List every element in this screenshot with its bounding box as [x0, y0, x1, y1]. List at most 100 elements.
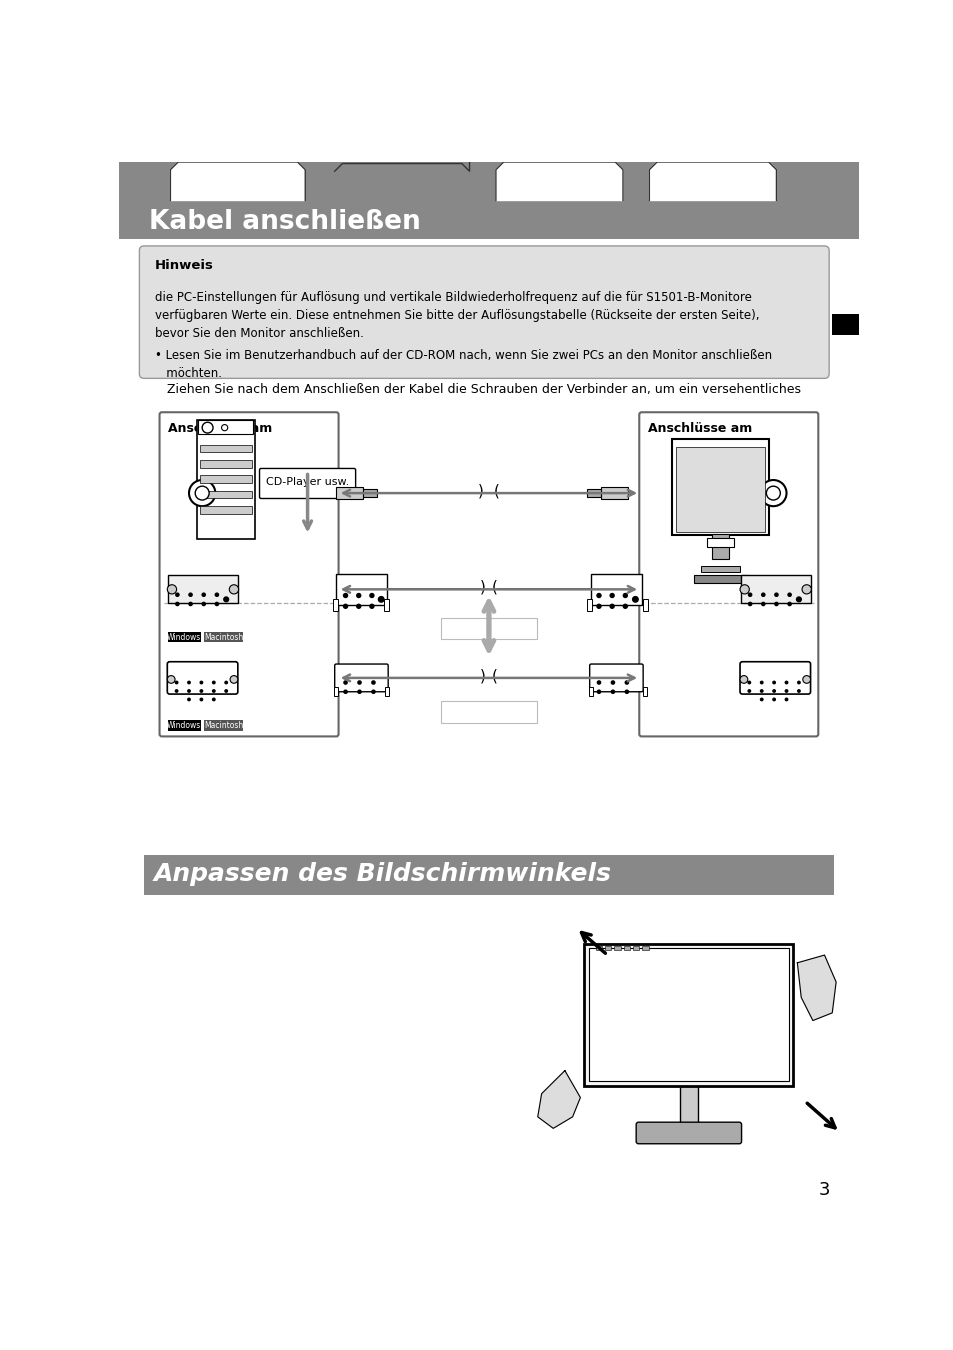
- Bar: [599, 487, 627, 500]
- Circle shape: [201, 593, 206, 597]
- Polygon shape: [496, 162, 622, 201]
- Circle shape: [199, 698, 203, 702]
- FancyBboxPatch shape: [639, 412, 818, 736]
- Circle shape: [174, 688, 178, 693]
- Circle shape: [369, 603, 375, 609]
- Circle shape: [795, 597, 801, 602]
- Circle shape: [167, 585, 176, 594]
- Bar: [586, 489, 599, 497]
- Circle shape: [765, 486, 780, 500]
- FancyBboxPatch shape: [167, 662, 237, 694]
- Circle shape: [195, 486, 209, 500]
- Bar: [168, 575, 237, 603]
- Text: Windows: Windows: [167, 721, 201, 730]
- Polygon shape: [537, 1071, 579, 1129]
- FancyBboxPatch shape: [335, 664, 388, 691]
- Circle shape: [622, 593, 627, 598]
- Circle shape: [783, 698, 787, 702]
- Circle shape: [356, 690, 361, 694]
- Text: Macintosh: Macintosh: [204, 633, 243, 641]
- Circle shape: [199, 688, 203, 693]
- Text: ): ): [479, 579, 485, 594]
- Circle shape: [174, 680, 178, 684]
- Circle shape: [187, 680, 191, 684]
- FancyBboxPatch shape: [740, 662, 810, 694]
- Circle shape: [786, 593, 791, 597]
- Bar: [333, 598, 337, 612]
- Bar: [596, 946, 601, 949]
- Bar: [440, 618, 537, 640]
- Circle shape: [343, 680, 348, 684]
- Circle shape: [230, 675, 237, 683]
- Circle shape: [783, 680, 787, 684]
- Bar: [642, 687, 646, 697]
- Text: Windows: Windows: [167, 633, 201, 641]
- Circle shape: [223, 597, 229, 602]
- FancyBboxPatch shape: [139, 246, 828, 378]
- Circle shape: [796, 680, 800, 684]
- Circle shape: [622, 603, 627, 609]
- Bar: [168, 721, 201, 732]
- Circle shape: [609, 593, 615, 598]
- Bar: [693, 575, 747, 583]
- FancyBboxPatch shape: [636, 1122, 740, 1143]
- Bar: [700, 566, 740, 572]
- Circle shape: [201, 602, 206, 606]
- Bar: [335, 487, 363, 500]
- Bar: [642, 598, 647, 612]
- Circle shape: [759, 680, 762, 684]
- Circle shape: [214, 593, 219, 597]
- Text: Macintosh: Macintosh: [204, 721, 243, 730]
- Bar: [679, 1085, 698, 1125]
- Circle shape: [596, 603, 601, 609]
- Circle shape: [371, 680, 375, 684]
- Bar: [583, 944, 793, 1085]
- Text: ): ): [477, 483, 483, 498]
- Bar: [633, 946, 639, 949]
- Bar: [587, 598, 592, 612]
- Circle shape: [212, 698, 215, 702]
- Text: ): ): [479, 668, 485, 683]
- Bar: [675, 447, 764, 532]
- Circle shape: [760, 593, 765, 597]
- Bar: [334, 687, 337, 697]
- Bar: [591, 574, 641, 605]
- Polygon shape: [797, 954, 835, 1021]
- Circle shape: [224, 688, 228, 693]
- Text: die PC-Einstellungen für Auflösung und vertikale Bildwiederholfrequenz auf die f: die PC-Einstellungen für Auflösung und v…: [154, 290, 759, 340]
- Circle shape: [796, 688, 800, 693]
- Circle shape: [596, 680, 600, 684]
- Circle shape: [377, 595, 384, 603]
- Text: Ziehen Sie nach dem Anschließen der Kabel die Schrauben der Verbinder an, um ein: Ziehen Sie nach dem Anschließen der Kabe…: [167, 383, 801, 396]
- Text: 3: 3: [818, 1181, 829, 1199]
- Bar: [385, 687, 389, 697]
- Circle shape: [371, 690, 375, 694]
- Bar: [199, 475, 252, 483]
- Circle shape: [631, 595, 639, 603]
- Bar: [168, 632, 201, 643]
- Circle shape: [773, 602, 778, 606]
- Text: Anschlüsse am: Anschlüsse am: [168, 423, 272, 435]
- Circle shape: [187, 688, 191, 693]
- Bar: [671, 439, 768, 536]
- Text: • Lesen Sie im Benutzerhandbuch auf der CD-ROM nach, wenn Sie zwei PCs an den Mo: • Lesen Sie im Benutzerhandbuch auf der …: [154, 350, 771, 381]
- Bar: [144, 855, 833, 895]
- Bar: [614, 946, 620, 949]
- Circle shape: [174, 602, 179, 606]
- Bar: [204, 721, 243, 732]
- Bar: [199, 460, 252, 467]
- Bar: [706, 537, 733, 547]
- Circle shape: [342, 603, 348, 609]
- Bar: [623, 946, 629, 949]
- Circle shape: [802, 675, 810, 683]
- Bar: [711, 533, 728, 559]
- Bar: [740, 575, 810, 603]
- Circle shape: [740, 675, 747, 683]
- Circle shape: [214, 602, 219, 606]
- Bar: [199, 491, 252, 498]
- Bar: [588, 687, 592, 697]
- Circle shape: [187, 698, 191, 702]
- Text: (: (: [492, 579, 497, 594]
- Bar: [363, 489, 377, 497]
- Bar: [588, 948, 788, 1081]
